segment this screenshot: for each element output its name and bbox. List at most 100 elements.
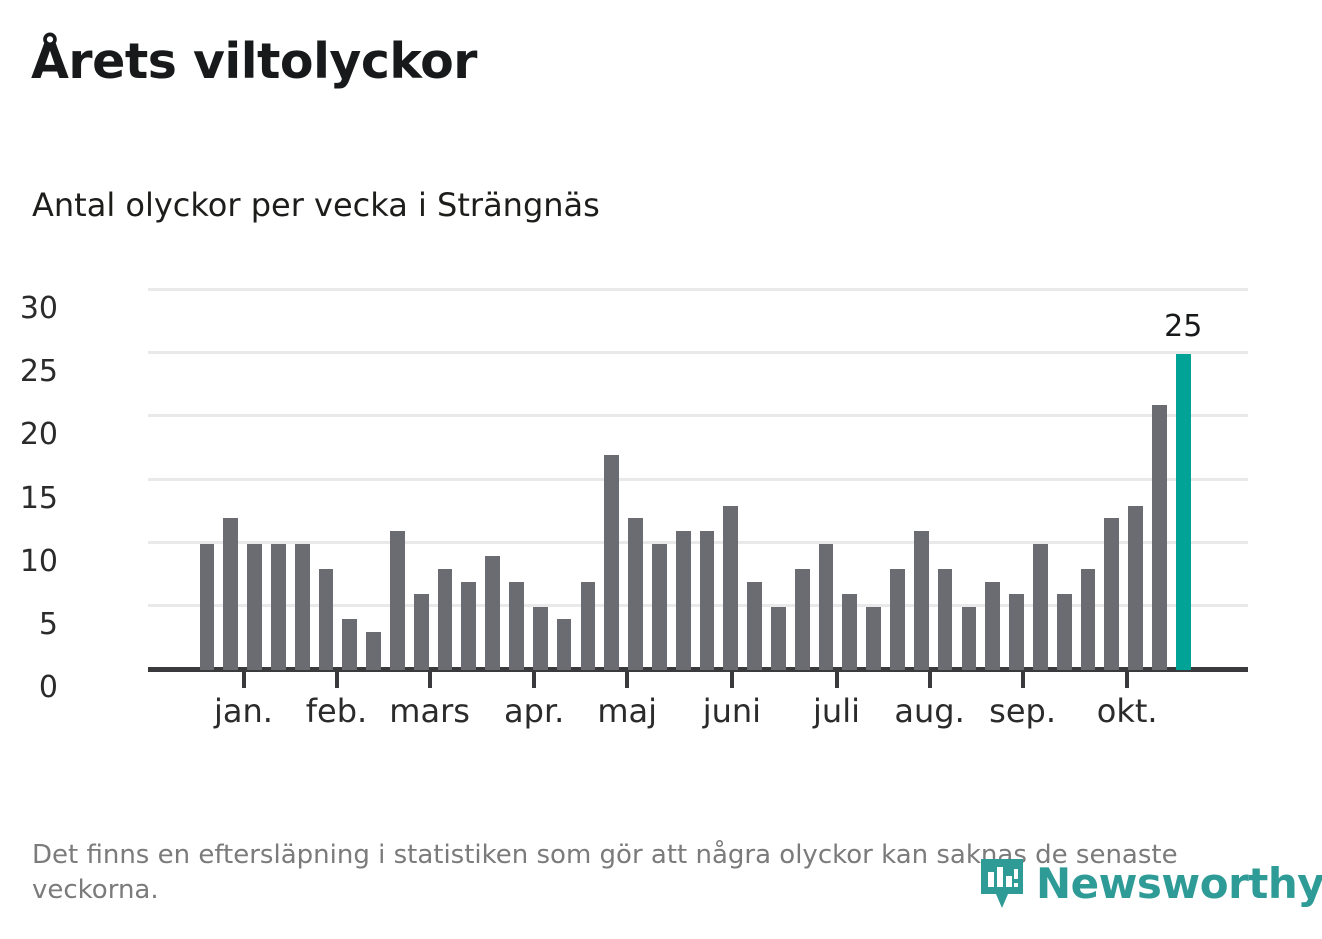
bar-slot[interactable] — [505, 291, 529, 670]
bar[interactable] — [366, 632, 381, 670]
bar-slot[interactable] — [981, 291, 1005, 670]
bar-slot[interactable] — [933, 291, 957, 670]
bar[interactable] — [1104, 518, 1120, 670]
bar[interactable] — [390, 531, 405, 670]
x-axis: jan. feb. mars apr. maj juni juli aug. sep. okt. — [148, 670, 1248, 750]
bar[interactable] — [628, 518, 643, 670]
bar[interactable] — [1080, 568, 1096, 670]
newsworthy-logo[interactable]: Newsworthy — [978, 856, 1322, 912]
bar-slot[interactable] — [266, 291, 290, 670]
bar-slot[interactable] — [909, 291, 933, 670]
bar[interactable] — [270, 543, 286, 670]
bar[interactable] — [651, 543, 667, 670]
bar-slot[interactable] — [433, 291, 457, 670]
bar-slot[interactable] — [1052, 291, 1076, 670]
bar[interactable] — [1009, 594, 1024, 670]
bar-slot[interactable] — [219, 291, 243, 670]
bar-slot[interactable] — [1124, 291, 1148, 670]
bar[interactable] — [1128, 505, 1143, 670]
bar-slot[interactable] — [552, 291, 576, 670]
x-axis-tick — [334, 670, 339, 688]
bar[interactable] — [294, 543, 310, 670]
bar[interactable] — [985, 581, 1001, 670]
x-axis-tick — [241, 670, 246, 688]
bar[interactable] — [199, 543, 215, 670]
bar-slot[interactable] — [1005, 291, 1029, 670]
x-axis-tick — [834, 670, 839, 688]
bar[interactable] — [604, 455, 620, 670]
bar[interactable] — [461, 581, 477, 670]
bar-slot[interactable] — [743, 291, 767, 670]
bar-slot[interactable] — [457, 291, 481, 670]
bar-slot[interactable] — [386, 291, 410, 670]
bar[interactable] — [699, 531, 715, 670]
bar-slot[interactable] — [767, 291, 791, 670]
bar[interactable] — [223, 518, 239, 670]
plot-area: 0 5 10 15 20 25 30 25 — [20, 288, 1248, 705]
bar[interactable] — [961, 606, 977, 670]
bar-slot[interactable] — [243, 291, 267, 670]
bar[interactable] — [675, 531, 691, 670]
bar-slot[interactable] — [790, 291, 814, 670]
bar[interactable] — [747, 581, 762, 670]
bar-slot[interactable] — [290, 291, 314, 670]
bar[interactable] — [818, 543, 834, 670]
logo-wordmark: Newsworthy — [1036, 859, 1322, 908]
bar-slot[interactable] — [338, 291, 362, 670]
x-axis-tick — [1020, 670, 1025, 688]
bar[interactable] — [485, 556, 501, 670]
bar-slot[interactable] — [838, 291, 862, 670]
bar[interactable] — [318, 568, 334, 670]
bar-slot[interactable] — [481, 291, 505, 670]
bar[interactable] — [842, 594, 858, 670]
bar[interactable] — [247, 543, 262, 670]
bar[interactable] — [580, 581, 596, 670]
bar[interactable] — [342, 619, 358, 670]
bar-highlighted[interactable] — [1175, 354, 1191, 670]
bar-slot[interactable] — [1100, 291, 1124, 670]
bar[interactable] — [913, 531, 929, 670]
bar[interactable] — [509, 581, 524, 670]
bar-slot[interactable] — [695, 291, 719, 670]
bar[interactable] — [437, 568, 453, 670]
bar-slot[interactable] — [528, 291, 552, 670]
bar-slot[interactable] — [886, 291, 910, 670]
bar[interactable] — [1032, 543, 1048, 670]
bar-slot[interactable]: 25 — [1164, 291, 1202, 670]
chart-subtitle: Antal olyckor per vecka i Strängnäs — [32, 186, 600, 224]
x-axis-tick-label: okt. — [1096, 692, 1158, 730]
x-axis-tick-label: sep. — [989, 692, 1057, 730]
bar-slot[interactable] — [624, 291, 648, 670]
bar[interactable] — [723, 505, 739, 670]
x-axis-tick-label: maj — [597, 692, 658, 730]
bar-slot[interactable] — [719, 291, 743, 670]
bar[interactable] — [532, 606, 548, 670]
bar[interactable] — [937, 568, 953, 670]
bar-slot[interactable] — [862, 291, 886, 670]
bar[interactable] — [866, 606, 882, 670]
bar-slot[interactable] — [576, 291, 600, 670]
x-axis-tick — [927, 670, 932, 688]
bar-slot[interactable] — [314, 291, 338, 670]
bar-slot[interactable] — [1076, 291, 1100, 670]
bar-slot[interactable] — [195, 291, 219, 670]
bar-slot[interactable] — [647, 291, 671, 670]
bar-slot[interactable] — [671, 291, 695, 670]
bar[interactable] — [413, 594, 429, 670]
bar[interactable] — [556, 619, 572, 670]
bar[interactable] — [1152, 404, 1167, 670]
bar-slot[interactable] — [957, 291, 981, 670]
bar-slot[interactable] — [1028, 291, 1052, 670]
x-axis-tick — [1125, 670, 1130, 688]
bar[interactable] — [890, 568, 905, 670]
bar[interactable] — [771, 606, 786, 670]
bar-slot[interactable] — [600, 291, 624, 670]
bar-slot[interactable] — [814, 291, 838, 670]
bar-slot[interactable] — [362, 291, 386, 670]
gridline — [148, 540, 1248, 544]
bar-slot[interactable] — [409, 291, 433, 670]
bar[interactable] — [1056, 594, 1072, 670]
bar-slot[interactable] — [1148, 291, 1172, 670]
bar[interactable] — [794, 568, 810, 670]
newsworthy-pin-icon — [978, 856, 1026, 912]
